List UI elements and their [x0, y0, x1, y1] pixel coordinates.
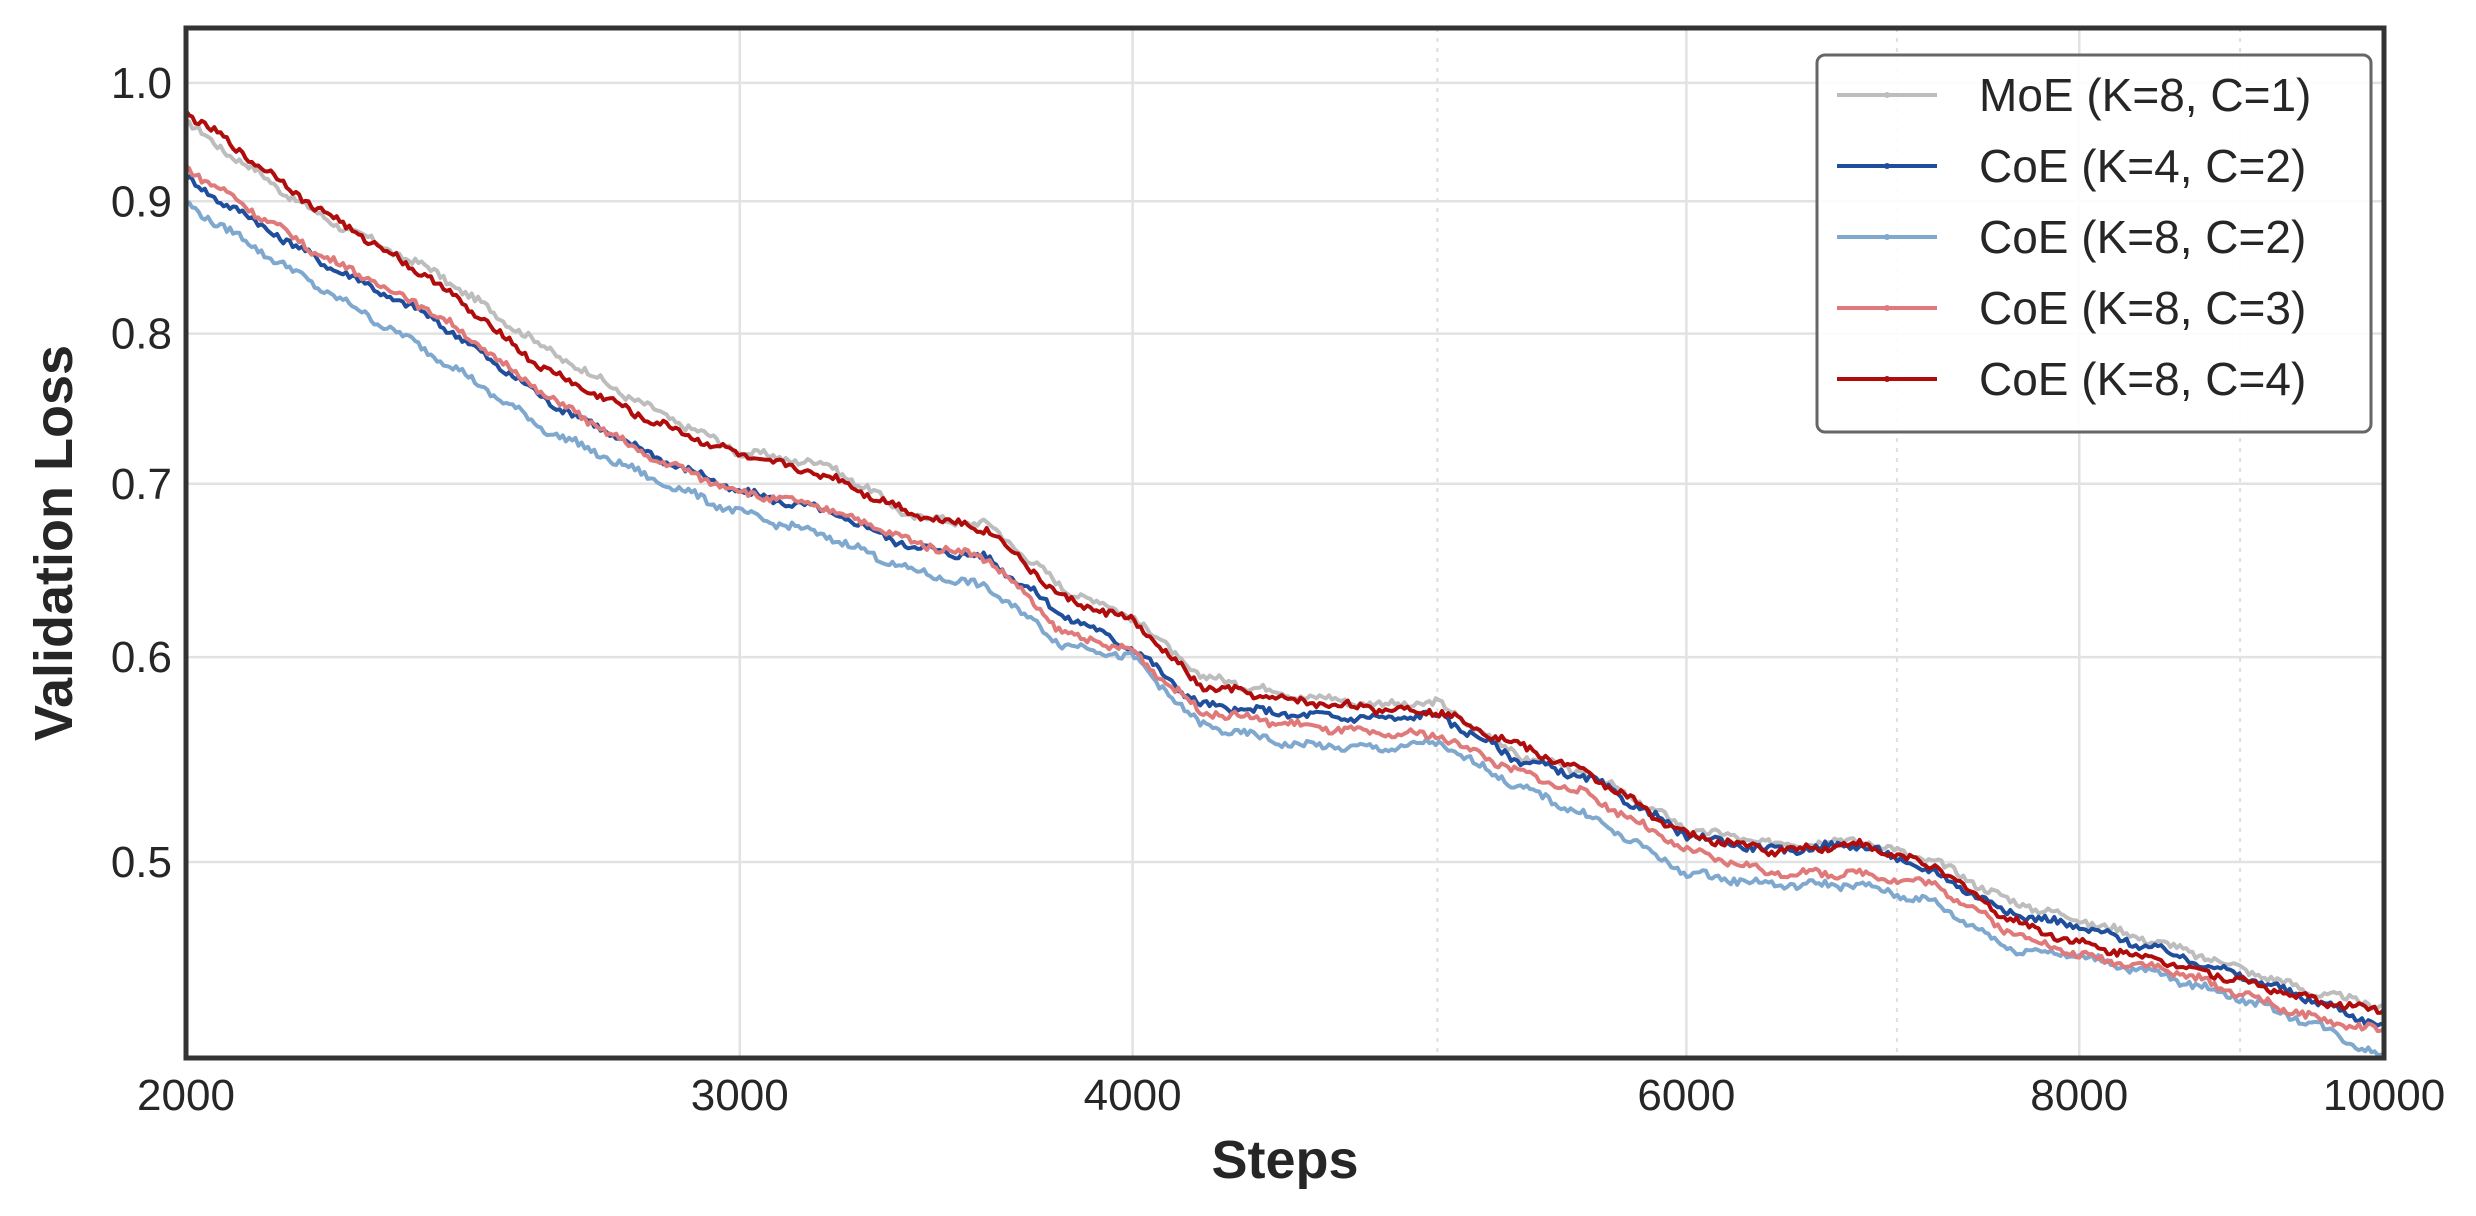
legend-marker	[1884, 305, 1890, 311]
legend-marker	[1884, 234, 1890, 240]
legend-label: CoE (K=8, C=3)	[1979, 282, 2306, 334]
series-line-5	[184, 109, 2386, 1015]
y-axis-title: Validation Loss	[24, 345, 84, 741]
x-tick-label: 6000	[1637, 1071, 1735, 1120]
legend-label: MoE (K=8, C=1)	[1979, 69, 2311, 121]
x-axis-title: Steps	[1211, 1130, 1358, 1190]
x-tick-label: 3000	[691, 1071, 789, 1120]
series-lines	[184, 109, 2386, 1057]
legend-marker	[1884, 163, 1890, 169]
legend-label: CoE (K=4, C=2)	[1979, 140, 2306, 192]
tick-labels: 2000 3000 4000 6000 8000 10000 0.5 0.6 0.7 0.8 0.9…	[111, 59, 2445, 1120]
series-line-3	[185, 200, 2385, 1057]
y-tick-label: 0.8	[111, 310, 172, 359]
y-tick-label: 0.9	[111, 177, 172, 226]
x-tick-label: 2000	[137, 1071, 235, 1120]
x-tick-label: 10000	[2323, 1071, 2445, 1120]
y-tick-label: 1.0	[111, 59, 172, 108]
legend-box	[1815, 53, 2373, 434]
legend: MoE (K=8, C=1) CoE (K=4, C=2) CoE (K=8, C=…	[1815, 53, 2373, 434]
legend-marker	[1884, 92, 1890, 98]
legend-label: CoE (K=8, C=4)	[1979, 353, 2306, 405]
y-tick-label: 0.6	[111, 633, 172, 682]
y-tick-label: 0.7	[111, 460, 172, 509]
series-line-2	[184, 174, 2385, 1028]
x-tick-label: 8000	[2030, 1071, 2128, 1120]
legend-label: CoE (K=8, C=2)	[1979, 211, 2306, 263]
y-tick-label: 0.5	[111, 838, 172, 887]
series-line-4	[184, 164, 2386, 1034]
x-tick-label: 4000	[1084, 1071, 1182, 1120]
legend-marker	[1884, 376, 1890, 382]
plot-frame	[183, 25, 2387, 1061]
